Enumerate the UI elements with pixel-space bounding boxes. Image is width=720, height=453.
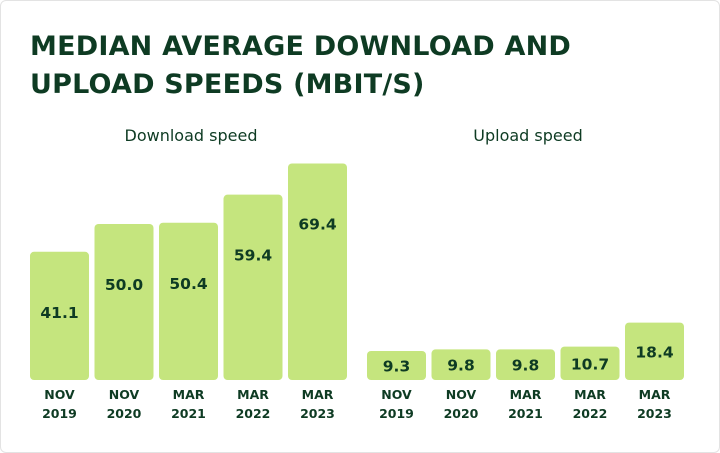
x-tick-label-year: 2021 — [171, 406, 206, 421]
x-tick-label-year: 2022 — [573, 406, 608, 421]
bar-value-label: 18.4 — [635, 343, 673, 361]
bar-value-label: 50.0 — [105, 276, 143, 294]
x-tick-label-year: 2019 — [42, 406, 77, 421]
bar-value-label: 50.4 — [169, 275, 207, 293]
x-tick-label-month: NOV — [44, 387, 75, 402]
chart-title-line-2: UPLOAD SPEEDS (MBIT/S) — [30, 69, 425, 100]
bar-value-label: 9.8 — [512, 357, 539, 375]
bar — [223, 194, 283, 380]
chart-title-line-1: MEDIAN AVERAGE DOWNLOAD AND — [30, 31, 571, 62]
x-tick-label-year: 2023 — [300, 406, 335, 421]
bar — [625, 322, 684, 380]
x-tick-label-month: NOV — [381, 387, 412, 402]
bar — [30, 251, 89, 380]
bar — [159, 222, 218, 380]
bar — [496, 349, 555, 380]
bar — [367, 350, 426, 380]
bar — [288, 163, 347, 380]
x-tick-label-month: MAR — [173, 387, 205, 402]
bar-value-label: 9.8 — [447, 357, 474, 375]
x-tick-label-year: 2021 — [508, 406, 543, 421]
x-tick-label-year: 2022 — [236, 406, 271, 421]
bar-value-label: 69.4 — [298, 215, 336, 233]
panel-label: Download speed — [125, 126, 258, 145]
bar — [560, 346, 620, 380]
bar-value-label: 9.3 — [383, 357, 410, 375]
x-tick-label-month: MAR — [574, 387, 606, 402]
panel-upload: Upload speed 9.3 NOV 2019 9.8 NOV 2020 9.8 MAR 20… — [367, 126, 684, 421]
x-tick-label-month: NOV — [109, 387, 140, 402]
x-tick-label-month: NOV — [446, 387, 477, 402]
bar-value-label: 10.7 — [571, 355, 609, 373]
x-tick-label-year: 2019 — [379, 406, 414, 421]
x-tick-label-year: 2020 — [107, 406, 142, 421]
x-tick-label-month: MAR — [302, 387, 334, 402]
panel-label: Upload speed — [473, 126, 582, 145]
x-tick-label-month: MAR — [510, 387, 542, 402]
bar-value-label: 59.4 — [234, 247, 272, 265]
x-tick-label-month: MAR — [237, 387, 269, 402]
panel-download: Download speed 41.1 NOV 2019 50.0 NOV 2020 50.4… — [30, 126, 347, 421]
bar — [94, 224, 154, 380]
chart-title: MEDIAN AVERAGE DOWNLOAD AND UPLOAD SPEED… — [30, 28, 650, 104]
x-tick-label-month: MAR — [639, 387, 671, 402]
bar — [431, 349, 491, 380]
bar-value-label: 41.1 — [40, 304, 78, 322]
x-tick-label-year: 2023 — [637, 406, 672, 421]
x-tick-label-year: 2020 — [444, 406, 479, 421]
